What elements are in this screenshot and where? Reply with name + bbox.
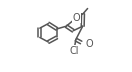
Text: O: O	[73, 13, 80, 23]
Text: Cl: Cl	[69, 46, 79, 56]
Text: O: O	[85, 39, 93, 49]
